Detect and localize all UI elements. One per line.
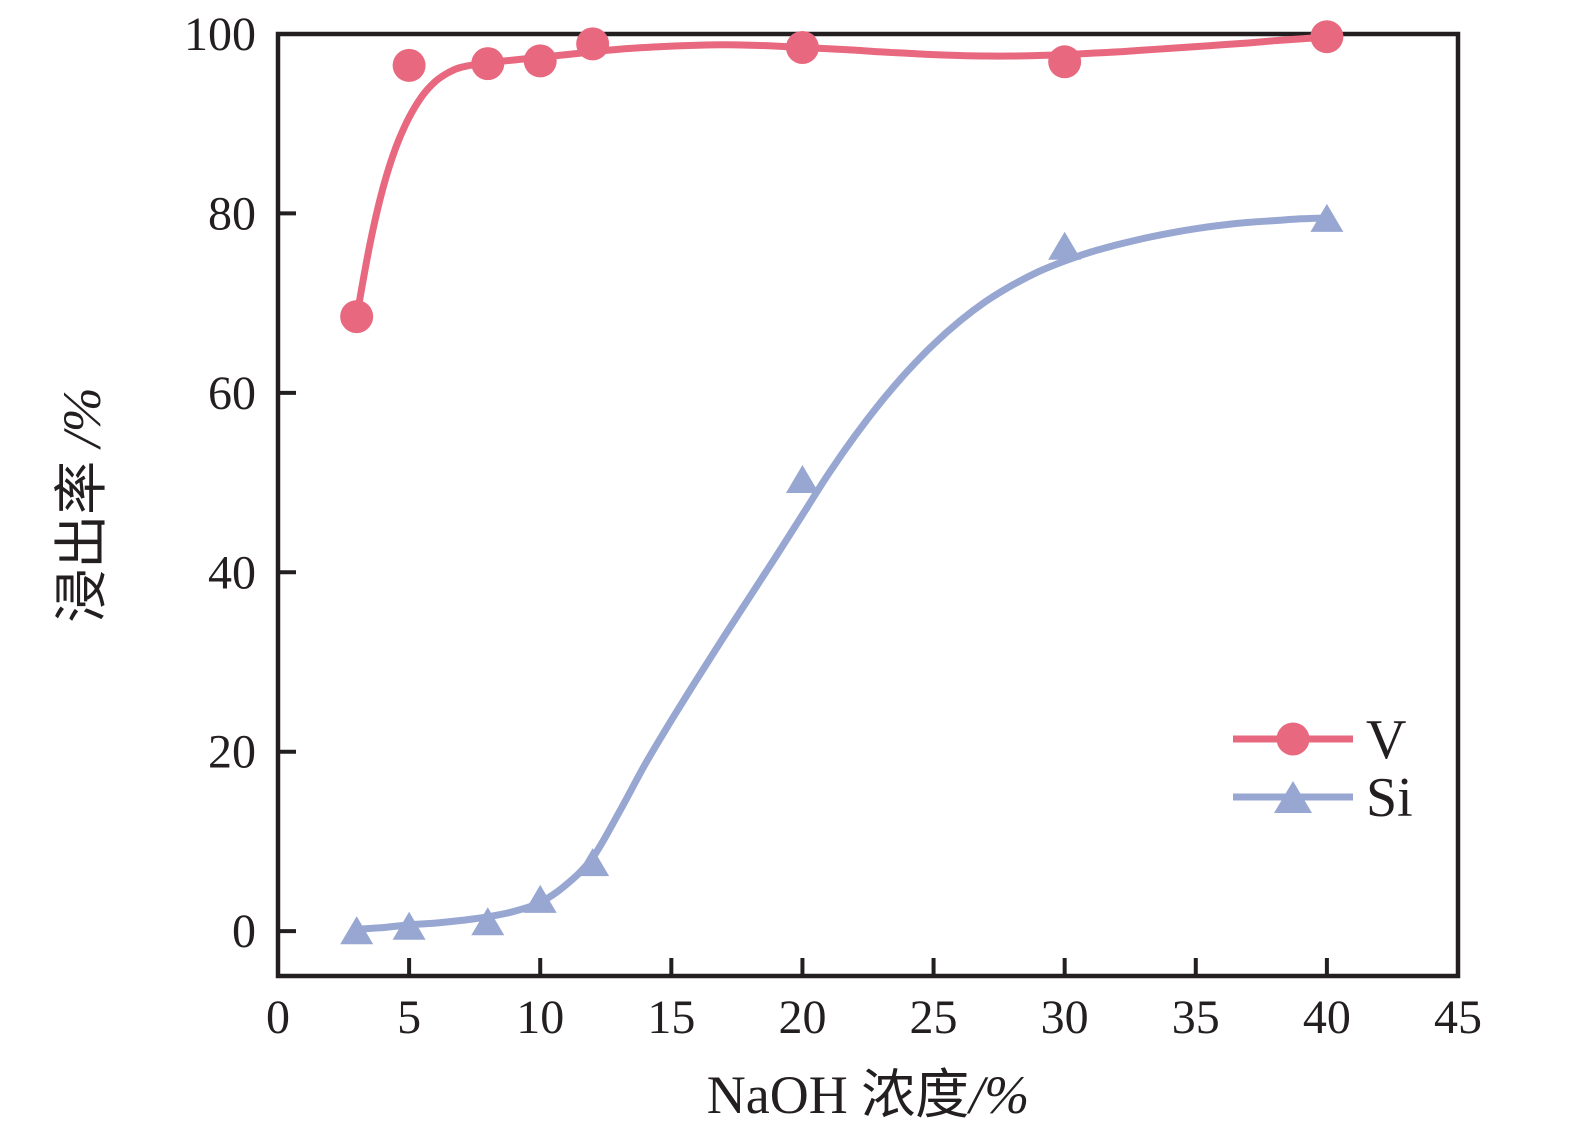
x-tick-label: 15 <box>647 991 695 1044</box>
series-v-marker <box>1310 20 1344 54</box>
legend-item-v: V <box>1233 709 1406 771</box>
x-tick-label: 0 <box>266 991 290 1044</box>
series-si-marker <box>392 911 426 940</box>
series-v-marker <box>1048 45 1082 79</box>
series-v-marker <box>576 27 610 61</box>
series-v-curve <box>353 33 1331 321</box>
series-si-curve <box>353 214 1331 933</box>
plot-frame <box>275 31 1461 979</box>
series-si-marker <box>1310 203 1344 232</box>
y-tick-label: 60 <box>208 367 256 420</box>
y-tick-label: 100 <box>184 8 256 61</box>
x-tick-label: 10 <box>516 991 564 1044</box>
y-tick-label: 40 <box>208 546 256 599</box>
series-si-marker <box>785 464 819 493</box>
y-tick-label: 0 <box>232 905 256 958</box>
series-v-marker <box>392 48 426 82</box>
series-si-marker <box>340 916 374 945</box>
y-axis-title: 浸出率 /% <box>52 387 112 623</box>
legend-marker-v <box>1276 722 1310 756</box>
x-tick-label: 45 <box>1434 991 1482 1044</box>
x-tick-label: 25 <box>910 991 958 1044</box>
x-tick-label: 35 <box>1172 991 1220 1044</box>
x-tick-label: 40 <box>1303 991 1351 1044</box>
series-si-marker <box>1048 231 1082 260</box>
legend-label-si: Si <box>1366 767 1413 829</box>
legend-marker-si <box>1274 781 1312 813</box>
legend-label-v: V <box>1366 709 1406 771</box>
x-tick-label: 5 <box>397 991 421 1044</box>
x-tick-label: 30 <box>1041 991 1089 1044</box>
series-v-marker <box>340 300 374 334</box>
series-v-marker <box>523 44 557 78</box>
series-si-marker <box>523 884 557 913</box>
series-v-marker <box>785 30 819 64</box>
x-tick-label: 20 <box>778 991 826 1044</box>
legend-item-si: Si <box>1233 767 1413 829</box>
x-axis-title: NaOH 浓度/% <box>707 1065 1029 1125</box>
series-si-marker <box>576 848 610 877</box>
y-tick-label: 80 <box>208 187 256 240</box>
y-tick-label: 20 <box>208 726 256 779</box>
series-si-marker <box>471 907 505 936</box>
series-v-marker <box>471 47 505 81</box>
